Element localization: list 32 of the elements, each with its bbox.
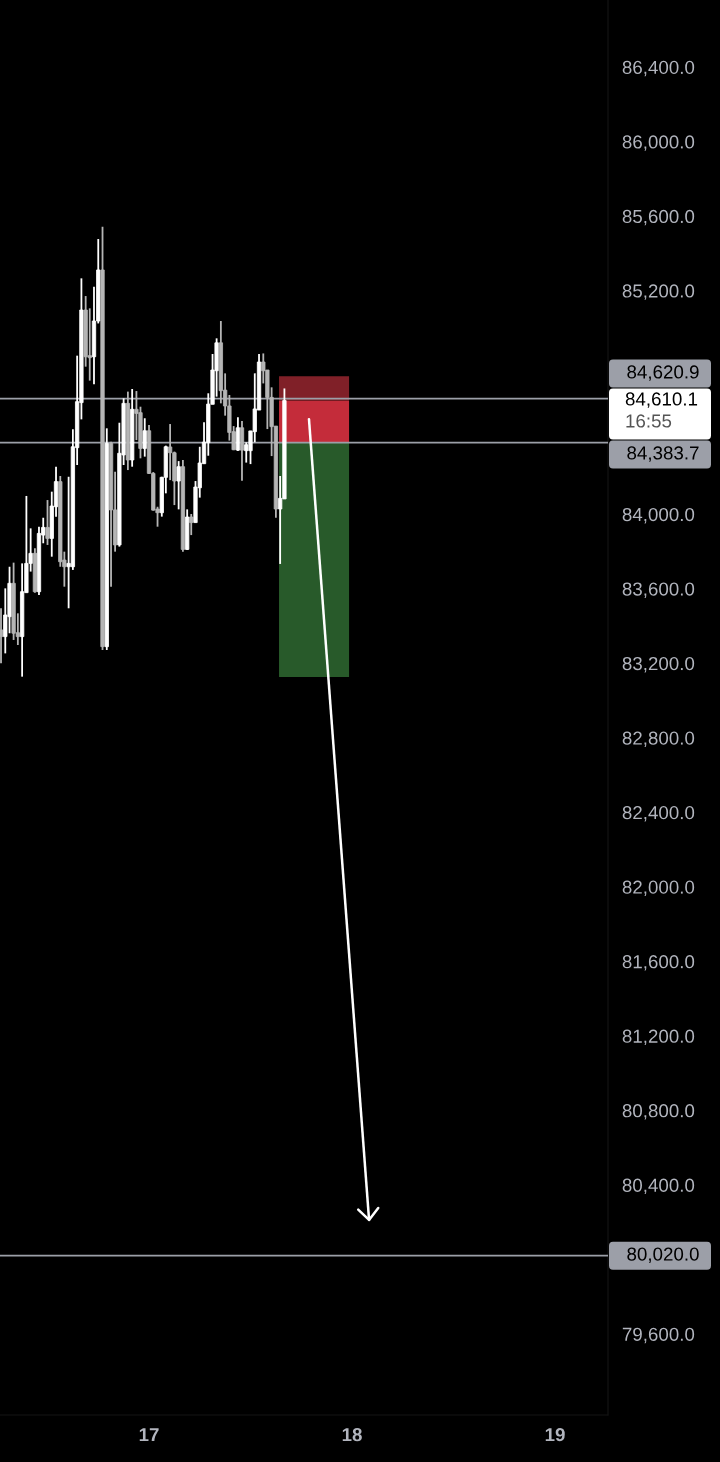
candlestick bbox=[167, 423, 173, 482]
ref-line-label: 84,620.9 bbox=[627, 365, 699, 381]
ref-line-label: 80,020.0 bbox=[627, 1247, 699, 1263]
candlestick bbox=[45, 499, 50, 546]
y-tick-label: 81,200.0 bbox=[622, 1029, 695, 1046]
candlestick bbox=[239, 420, 245, 482]
x-tick-label: 19 bbox=[545, 1428, 565, 1442]
y-tick-label: 80,400.0 bbox=[622, 1178, 695, 1195]
y-tick-label: 84,000.0 bbox=[622, 507, 695, 524]
candlestick bbox=[189, 513, 194, 536]
candlestick bbox=[176, 460, 181, 511]
text: 84,610.1 16:55 bbox=[625, 392, 698, 428]
x-tick-label: 18 bbox=[342, 1428, 362, 1442]
bar bbox=[279, 442, 350, 678]
y-tick-label: 82,400.0 bbox=[622, 806, 695, 822]
candlestick bbox=[235, 416, 241, 452]
x-tick-label: 17 bbox=[139, 1428, 159, 1442]
y-tick-label: 85,200.0 bbox=[622, 284, 695, 300]
y-tick-label: 82,000.0 bbox=[622, 880, 695, 897]
y-tick-label: 81,600.0 bbox=[622, 955, 695, 971]
y-tick-label: 85,600.0 bbox=[622, 209, 695, 226]
ref-line-label: 84,383.7 bbox=[627, 446, 699, 462]
y-tick-label: 86,400.0 bbox=[622, 60, 695, 77]
y-tick-label: 83,600.0 bbox=[622, 582, 695, 598]
y-tick-label: 80,800.0 bbox=[622, 1104, 695, 1120]
y-tick-label: 86,000.0 bbox=[622, 135, 695, 151]
y-tick-label: 83,200.0 bbox=[622, 656, 695, 673]
candlestick bbox=[0, 607, 4, 665]
candlestick bbox=[142, 417, 147, 458]
y-tick-label: 82,800.0 bbox=[622, 731, 695, 747]
y-tick-label: 79,600.0 bbox=[622, 1327, 695, 1344]
bar bbox=[279, 376, 350, 401]
